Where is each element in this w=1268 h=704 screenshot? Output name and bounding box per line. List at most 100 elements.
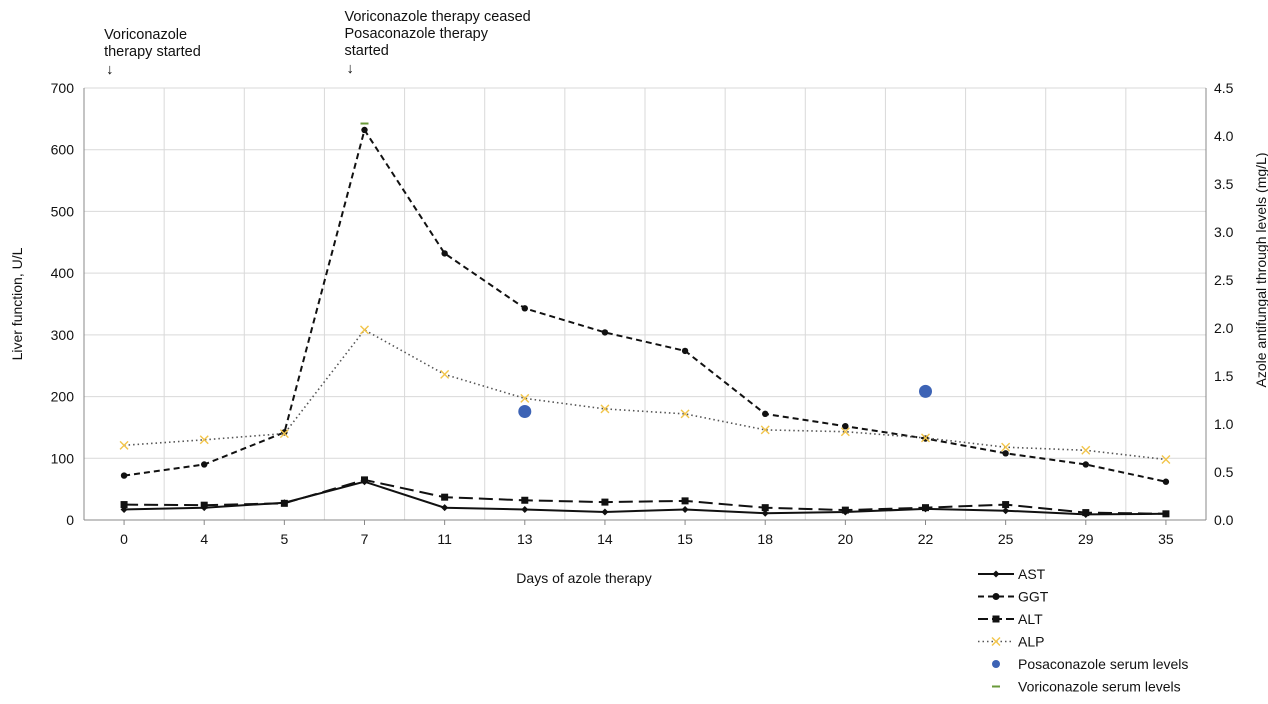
data-point-alt	[601, 498, 609, 506]
data-point-alp	[921, 433, 930, 443]
annotation-arrow: ↓	[106, 62, 113, 78]
legend-label-ggt: GGT	[1018, 589, 1049, 605]
data-point-alt	[441, 493, 449, 501]
data-point-alp	[360, 325, 369, 335]
data-point-alp	[1161, 455, 1171, 465]
data-point-alt	[841, 506, 849, 514]
data-point-alp	[760, 425, 770, 435]
data-point-alt	[361, 476, 368, 484]
data-point-alp-stroke	[520, 393, 530, 403]
data-point-alp	[680, 409, 690, 419]
data-point-alt	[761, 504, 769, 512]
x-tick-label: 29	[1078, 531, 1094, 547]
data-point-posaconazole-serum-levels	[919, 384, 932, 398]
legend-marker-ast	[992, 570, 1000, 578]
data-point-alt	[681, 497, 689, 505]
legend-marker-alp-stroke	[991, 637, 1001, 646]
y2-tick-label: 1.0	[1214, 416, 1234, 432]
y2-tick-label: 0.0	[1214, 512, 1234, 528]
series-alt	[120, 476, 1170, 518]
data-point-alp-stroke	[1081, 445, 1091, 455]
data-point-alp	[199, 435, 209, 445]
data-point-alp	[600, 404, 610, 414]
y2-tick-label: 3.5	[1214, 176, 1234, 192]
series-alp	[119, 325, 1171, 465]
data-point-ggt	[601, 329, 609, 336]
data-point-ggt	[842, 422, 849, 430]
legend-label-posaconazole-serum-levels: Posaconazole serum levels	[1018, 656, 1188, 672]
y-tick-label: 300	[51, 327, 75, 343]
data-point-alt	[1002, 501, 1010, 509]
y-axis-ticks: 0 100 200 300 400 500 600 700	[51, 80, 75, 528]
x-tick-label: 20	[838, 531, 854, 547]
data-point-alp	[279, 429, 289, 439]
data-point-alp-stroke	[680, 409, 690, 419]
annotation-text: Voriconazole therapy ceased	[345, 9, 531, 25]
legend-item-ast: AST	[978, 566, 1046, 582]
data-point-ast	[681, 506, 689, 514]
data-point-ast	[761, 509, 769, 517]
annotation-text: therapy started	[104, 44, 201, 60]
axes	[83, 88, 1207, 521]
series-layer	[119, 122, 1171, 518]
legend-marker-alt	[992, 615, 1000, 623]
x-tick-label: 15	[677, 531, 693, 547]
legend-item-alp: ALP	[978, 634, 1044, 650]
data-point-ast	[521, 506, 529, 514]
y2-axis-ticks: 0.0 0.5 1.0 1.5 2.0 2.5 3.0 3.5 4.0 4.5	[1214, 80, 1234, 528]
series-line-ggt	[123, 127, 1167, 483]
legend-marker-ggt	[992, 593, 1000, 600]
data-point-alt	[922, 504, 929, 512]
legend-marker-posaconazole-serum-levels	[992, 660, 1000, 668]
annotation-text: started	[345, 43, 389, 59]
legend-item-ggt: GGT	[978, 589, 1049, 605]
data-point-alp	[119, 440, 129, 450]
y2-tick-label: 1.5	[1214, 368, 1234, 384]
y-tick-label: 500	[51, 203, 75, 219]
data-point-alp	[1081, 445, 1091, 455]
y-axis-label: Liver function, U/L	[9, 247, 25, 360]
data-point-ast	[601, 508, 609, 516]
data-point-alp-stroke	[279, 429, 289, 439]
data-point-alp-stroke	[600, 404, 610, 414]
data-point-alt	[1162, 510, 1170, 518]
data-point-ggt	[201, 461, 208, 468]
x-tick-label: 7	[361, 531, 369, 547]
data-point-alp-stroke	[440, 369, 450, 379]
x-tick-label: 22	[918, 531, 934, 547]
x-axis-ticks: 0 4 5 7 11 13 14 15 18 20 22 25 29 35	[120, 520, 1174, 547]
y-tick-label: 400	[51, 265, 75, 281]
data-point-alp-stroke	[1161, 455, 1171, 465]
data-point-alt	[120, 501, 128, 509]
legend-label-ast: AST	[1018, 566, 1046, 582]
x-tick-label: 11	[437, 531, 452, 547]
data-point-ast	[441, 504, 449, 512]
y2-tick-label: 4.0	[1214, 128, 1234, 144]
data-point-ggt	[521, 305, 528, 312]
legend-label-alp: ALP	[1018, 634, 1044, 650]
y2-tick-label: 3.0	[1214, 224, 1234, 240]
data-point-alt	[200, 501, 208, 509]
legend-label-voriconazole-serum-levels: Voriconazole serum levels	[1018, 679, 1181, 695]
data-point-posaconazole-serum-levels	[518, 405, 532, 419]
data-point-alp	[520, 393, 530, 403]
x-tick-label: 18	[757, 531, 773, 547]
x-tick-label: 25	[998, 531, 1014, 547]
y-tick-label: 700	[51, 80, 75, 96]
legend-item-voriconazole-serum-levels: Voriconazole serum levels	[992, 679, 1181, 695]
data-point-ggt	[681, 347, 689, 355]
data-point-alp-stroke	[1001, 442, 1011, 452]
series-posaconazole-serum-levels	[518, 384, 932, 419]
data-point-alp-stroke	[199, 435, 209, 445]
annotation-a2: Voriconazole therapy ceasedPosaconazole …	[345, 9, 531, 77]
x-axis-label: Days of azole therapy	[516, 570, 651, 586]
y-tick-label: 0	[66, 512, 74, 528]
data-point-alp	[440, 369, 450, 379]
data-point-ast	[1002, 507, 1010, 515]
y-tick-label: 200	[51, 389, 75, 405]
data-point-alp-stroke	[921, 433, 930, 443]
legend-marker-alp	[991, 637, 1001, 646]
data-point-ggt	[762, 410, 769, 418]
